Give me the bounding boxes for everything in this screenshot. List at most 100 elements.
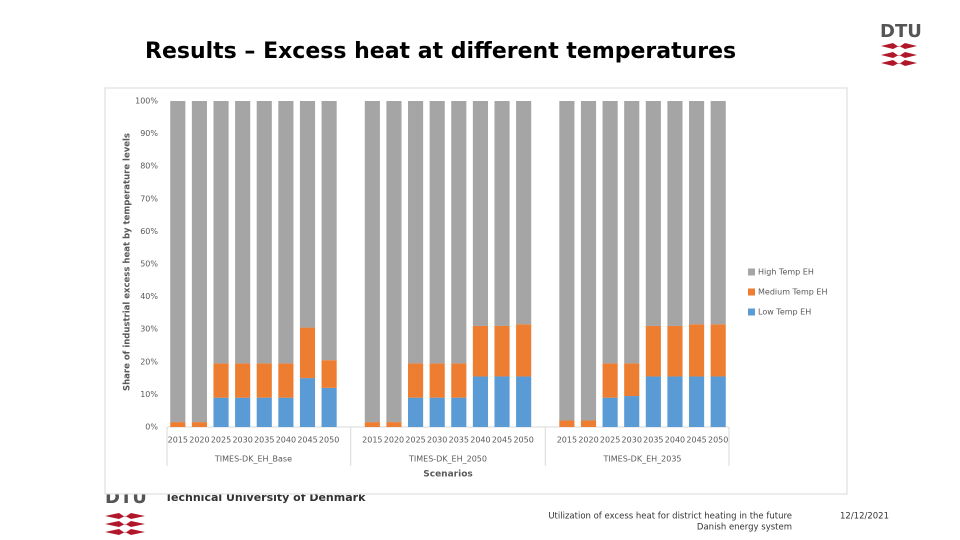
x-tick-label: 2025 [405,436,425,445]
x-tick-label: 2020 [578,436,598,445]
bar-segment [321,387,337,427]
bar-segment [170,101,186,423]
legend-swatch [748,268,755,276]
x-tick-label: 2045 [686,436,706,445]
y-tick-label: 60% [140,227,158,236]
legend-label: Low Temp EH [758,308,811,317]
bar-segment [580,101,597,421]
bar-segment [408,397,424,427]
bar-segment [710,101,726,325]
bar-segment [645,325,661,377]
bar-segment [408,363,424,398]
x-axis-title: Scenarios [423,470,472,480]
bar-segment [689,324,705,377]
bar-segment [667,101,683,326]
y-tick-label: 30% [140,325,158,334]
y-tick-label: 90% [140,129,158,138]
bar-segment [472,101,488,326]
bar-segment [256,397,272,427]
slide-title: Results – Excess heat at different tempe… [145,39,736,64]
x-tick-label: 2025 [211,436,231,445]
bar-segment [429,397,445,427]
bar-segment [624,396,640,427]
y-tick-label: 0% [145,423,158,432]
bar-segment [667,376,683,427]
bar-segment [710,324,726,377]
bar-segment [559,101,575,421]
bar-segment [364,101,380,423]
bar-segment [602,363,618,398]
bar-segment [408,101,424,364]
x-tick-label: 2045 [492,436,512,445]
bar-segment [645,376,661,427]
bar-segment [494,325,510,377]
x-tick-label: 2050 [708,436,728,445]
x-tick-label: 2025 [600,436,620,445]
x-tick-label: 2015 [168,436,188,445]
bar-segment [235,397,251,427]
y-axis-title: Share of industrial excess heat by tempe… [123,133,133,391]
x-tick-label: 2040 [470,436,490,445]
y-tick-label: 80% [140,162,158,171]
x-tick-label: 2050 [513,436,533,445]
bar-segment [278,101,294,364]
bar-segment [689,376,705,427]
bar-segment [191,422,207,427]
y-tick-label: 70% [140,194,158,203]
bar-segment [213,101,229,364]
bar-segment [472,325,488,377]
group-label: TIMES-DK_EH_Base [214,455,292,464]
bar-segment [516,376,532,427]
bar-segment [559,420,575,427]
y-tick-label: 50% [140,260,158,269]
legend-swatch [748,308,755,316]
x-tick-label: 2015 [362,436,382,445]
x-tick-label: 2040 [665,436,685,445]
x-tick-label: 2030 [232,436,252,445]
bar-segment [624,101,640,364]
x-tick-label: 2045 [297,436,317,445]
logo-mark-bottom [105,513,145,535]
y-tick-label: 20% [140,357,158,366]
bar-segment [516,324,532,377]
y-tick-label: 100% [135,97,158,106]
bar-segment [256,101,272,364]
x-tick-label: 2035 [254,436,274,445]
bar-segment [170,422,186,427]
bar-segment [278,397,294,427]
bar-segment [429,363,445,398]
bar-segment [364,422,380,427]
logo-mark [881,43,917,66]
x-tick-label: 2020 [384,436,404,445]
bar-segment [451,363,467,398]
bar-segment [602,101,618,364]
bar-segment [451,397,467,427]
x-tick-label: 2015 [557,436,577,445]
y-tick-label: 40% [140,292,158,301]
bar-segment [386,101,402,423]
bar-segment [386,422,402,427]
bar-segment [299,327,316,379]
bar-segment [494,376,510,427]
bar-segment [667,325,683,377]
bar-segment [256,363,272,398]
bar-segment [278,363,294,398]
bar-segment [235,363,251,398]
x-tick-label: 2030 [427,436,447,445]
bar-segment [429,101,445,364]
bar-segment [689,101,705,325]
x-tick-label: 2035 [643,436,663,445]
bar-segment [321,101,337,361]
bar-segment [213,397,229,427]
bar-segment [299,101,316,328]
footer-line: Utilization of excess heat for district … [548,512,792,522]
bar-segment [451,101,467,364]
y-tick-label: 10% [140,390,158,399]
bar-segment [710,376,726,427]
legend-swatch [748,288,755,296]
bar-segment [472,376,488,427]
x-tick-label: 2030 [622,436,642,445]
legend-label: Medium Temp EH [758,288,827,297]
legend-label: High Temp EH [758,268,814,277]
